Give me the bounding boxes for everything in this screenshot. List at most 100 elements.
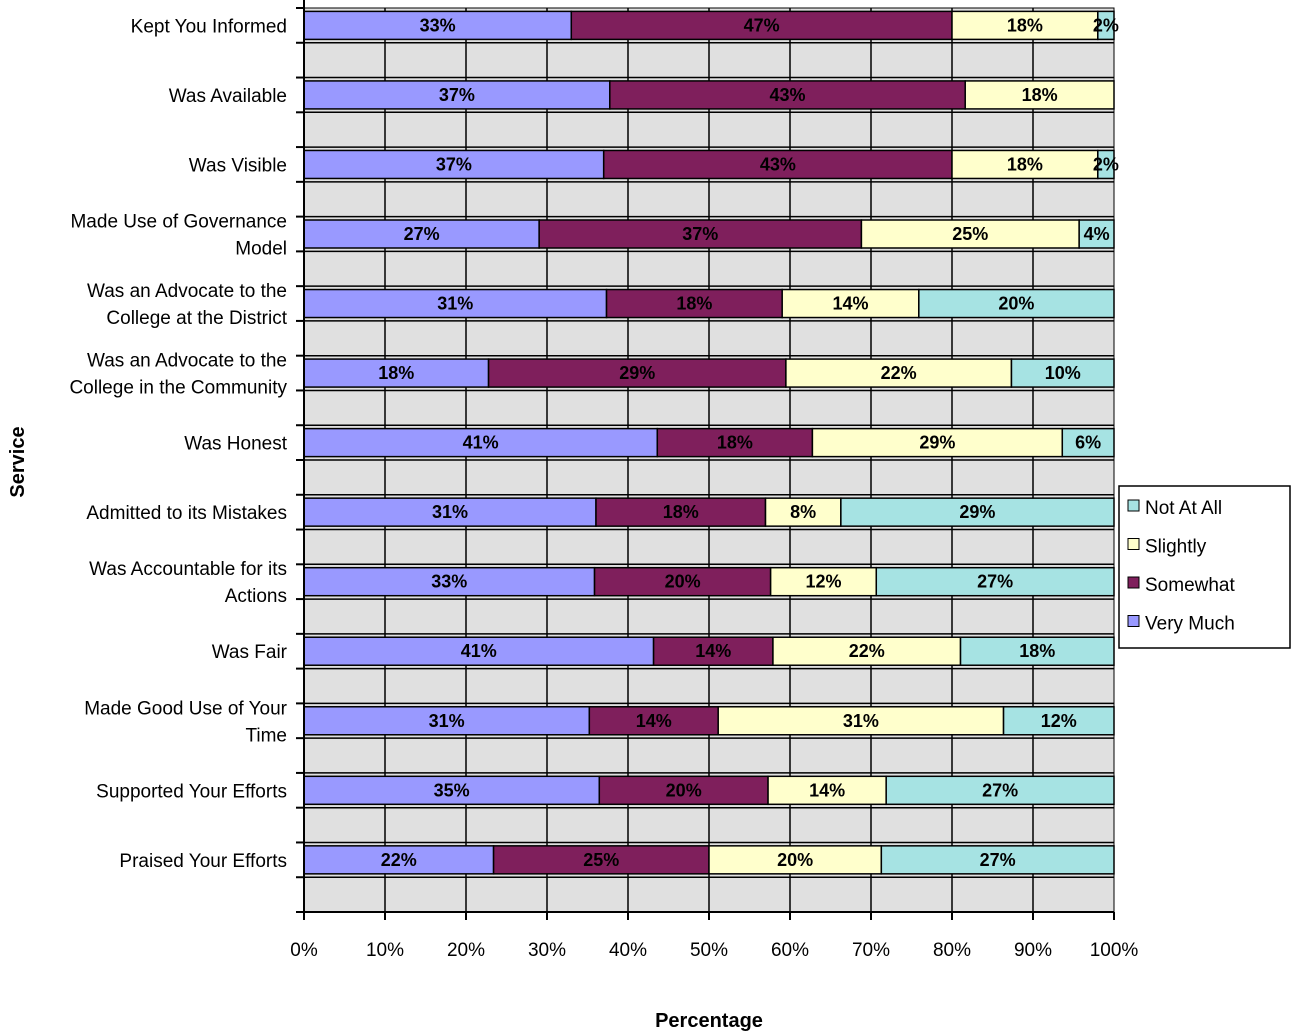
bar-segment-very-much xyxy=(303,706,591,736)
x-axis-title: Percentage xyxy=(655,1010,763,1032)
category-label: Admitted to its Mistakes xyxy=(86,503,287,524)
category-label: Was an Advocate to the College in the Com… xyxy=(69,351,287,399)
bar-segment-very-much xyxy=(303,775,601,806)
y-axis-title: Service xyxy=(7,426,29,497)
data-label: 29% xyxy=(959,502,995,522)
data-label: 14% xyxy=(636,711,672,731)
data-label: 33% xyxy=(420,15,456,35)
bar-segment-somewhat xyxy=(492,845,710,875)
category-label: Kept You Informed xyxy=(131,16,287,37)
x-tick-label: 100% xyxy=(1090,940,1139,961)
bar-segment-slightly xyxy=(811,427,1064,458)
category-label: Was Available xyxy=(169,86,287,107)
data-label: 2% xyxy=(1093,154,1119,174)
data-label: 14% xyxy=(832,294,868,314)
data-labels: 33% 47% 18% 2% 37% 43% 18% 37% 43% 18% 2% 27% 37% 25%… xyxy=(378,15,1119,869)
data-label: 18% xyxy=(717,433,753,453)
x-tick-label: 60% xyxy=(771,940,809,961)
x-tick-label: 80% xyxy=(933,940,971,961)
data-label: 43% xyxy=(760,154,796,174)
data-label: 27% xyxy=(977,572,1013,592)
category-label: Was Honest xyxy=(184,434,287,455)
data-label: 4% xyxy=(1084,224,1110,244)
bar-segment-slightly xyxy=(781,288,920,319)
bar-segment-not-at-all xyxy=(1097,10,1115,41)
category-label: Was Accountable for its Actions xyxy=(89,559,287,607)
bar-segment-not-at-all xyxy=(885,775,1115,806)
data-label: 12% xyxy=(805,572,841,592)
category-label: Made Use of Governance Model xyxy=(70,212,287,260)
bar-segment-not-at-all xyxy=(918,288,1115,319)
data-label: 18% xyxy=(676,294,712,314)
data-label: 14% xyxy=(809,780,845,800)
bar-segment-very-much xyxy=(303,845,495,875)
x-tick-label: 70% xyxy=(852,940,890,961)
data-label: 43% xyxy=(770,85,806,105)
data-label: 41% xyxy=(463,433,499,453)
bar-segment-slightly xyxy=(951,149,1099,180)
bar-segment-slightly xyxy=(785,358,1013,388)
data-label: 12% xyxy=(1041,711,1077,731)
bar-segment-not-at-all xyxy=(875,566,1115,597)
category-label: Made Good Use of Your Time xyxy=(84,698,287,746)
x-tick-labels: 0% 10% 20% 30% 40% 50% 60% 70% 80% 90% 100% xyxy=(290,940,1138,961)
data-label: 31% xyxy=(437,294,473,314)
bar-segment-not-at-all xyxy=(880,845,1115,875)
bar-segment-not-at-all xyxy=(1061,427,1115,458)
data-label: 18% xyxy=(1019,641,1055,661)
bar-segment-somewhat xyxy=(598,775,769,806)
legend-swatch xyxy=(1127,615,1140,627)
category-label: Was Fair xyxy=(212,642,288,663)
data-label: 8% xyxy=(790,502,816,522)
bar-segment-somewhat xyxy=(538,219,863,249)
bar-segment-very-much xyxy=(303,497,597,527)
bar-segment-not-at-all xyxy=(1097,149,1115,180)
data-label: 37% xyxy=(439,85,475,105)
bar-segment-somewhat xyxy=(595,497,767,527)
data-label: 18% xyxy=(378,363,414,383)
bar-segment-very-much xyxy=(303,288,608,319)
axes xyxy=(296,0,1115,920)
data-label: 27% xyxy=(404,224,440,244)
bar-segment-slightly xyxy=(964,80,1115,110)
data-label: 20% xyxy=(666,780,702,800)
x-tick-label: 90% xyxy=(1014,940,1052,961)
bar-segment-not-at-all xyxy=(1002,706,1115,736)
bar-segment-very-much xyxy=(303,10,573,41)
data-label: 22% xyxy=(849,641,885,661)
data-label: 41% xyxy=(461,641,497,661)
x-tick-label: 40% xyxy=(609,940,647,961)
bar-segment-somewhat xyxy=(588,706,719,736)
legend-swatch xyxy=(1127,499,1140,512)
category-label: Supported Your Efforts xyxy=(96,781,287,802)
data-label: 2% xyxy=(1093,15,1119,35)
bar-segment-slightly xyxy=(764,497,842,527)
bar-segment-not-at-all xyxy=(959,636,1115,666)
x-tick-label: 20% xyxy=(447,940,485,961)
data-label: 25% xyxy=(952,224,988,244)
legend-box xyxy=(1118,485,1291,649)
bar-segment-somewhat xyxy=(602,149,953,180)
bar-segment-not-at-all xyxy=(1010,358,1115,388)
bar-segment-slightly xyxy=(708,845,883,875)
data-label: 22% xyxy=(881,363,917,383)
legend-label: Somewhat xyxy=(1145,575,1235,596)
data-label: 20% xyxy=(665,572,701,592)
data-label: 14% xyxy=(695,641,731,661)
data-label: 22% xyxy=(381,850,417,870)
data-label: 37% xyxy=(682,224,718,244)
data-label: 20% xyxy=(998,294,1034,314)
category-label: Was an Advocate to the College at the Dis… xyxy=(87,281,288,329)
data-label: 47% xyxy=(744,15,780,35)
data-label: 27% xyxy=(982,780,1018,800)
category-label: Praised Your Efforts xyxy=(119,851,287,872)
data-label: 18% xyxy=(1022,85,1058,105)
bar-segment-very-much xyxy=(303,219,540,249)
data-label: 10% xyxy=(1045,363,1081,383)
legend-swatch xyxy=(1127,538,1140,550)
x-tick-label: 50% xyxy=(690,940,728,961)
bar-segment-very-much xyxy=(303,358,490,388)
data-label: 35% xyxy=(434,780,470,800)
bar-series xyxy=(303,10,1115,875)
